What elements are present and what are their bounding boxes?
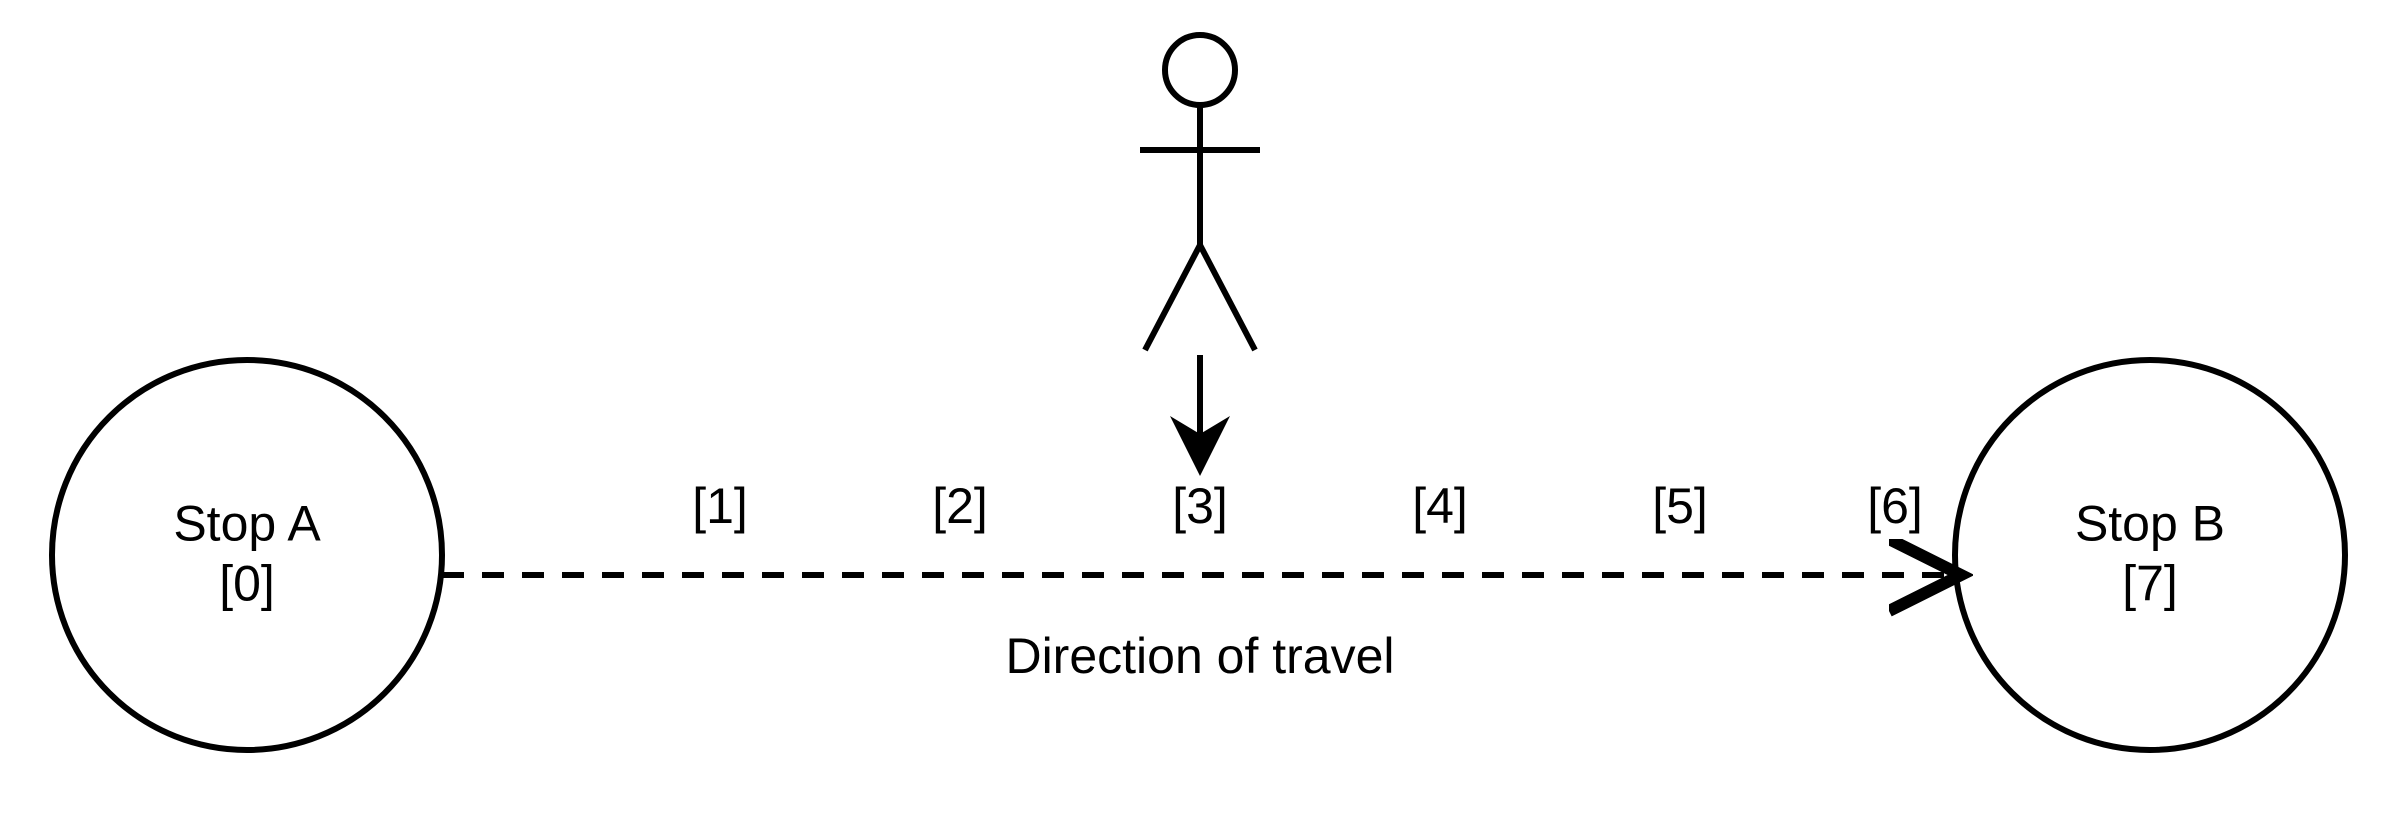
position-mark-1: [1]	[692, 478, 748, 534]
stop-b-index: [7]	[2122, 556, 2178, 612]
position-marks: [1] [2] [3] [4] [5] [6]	[692, 478, 1923, 534]
position-mark-4: [4]	[1412, 478, 1468, 534]
position-mark-6: [6]	[1867, 478, 1923, 534]
stop-a-label: Stop A	[173, 496, 321, 552]
travel-direction-label: Direction of travel	[1005, 628, 1394, 684]
position-mark-5: [5]	[1652, 478, 1708, 534]
position-mark-2: [2]	[932, 478, 988, 534]
transit-diagram: Stop A [0] Stop B [7] Direction of trave…	[0, 0, 2394, 838]
person-icon	[1140, 35, 1260, 350]
stop-b-label: Stop B	[2075, 496, 2225, 552]
position-mark-3: [3]	[1172, 478, 1228, 534]
stop-a-index: [0]	[219, 556, 275, 612]
